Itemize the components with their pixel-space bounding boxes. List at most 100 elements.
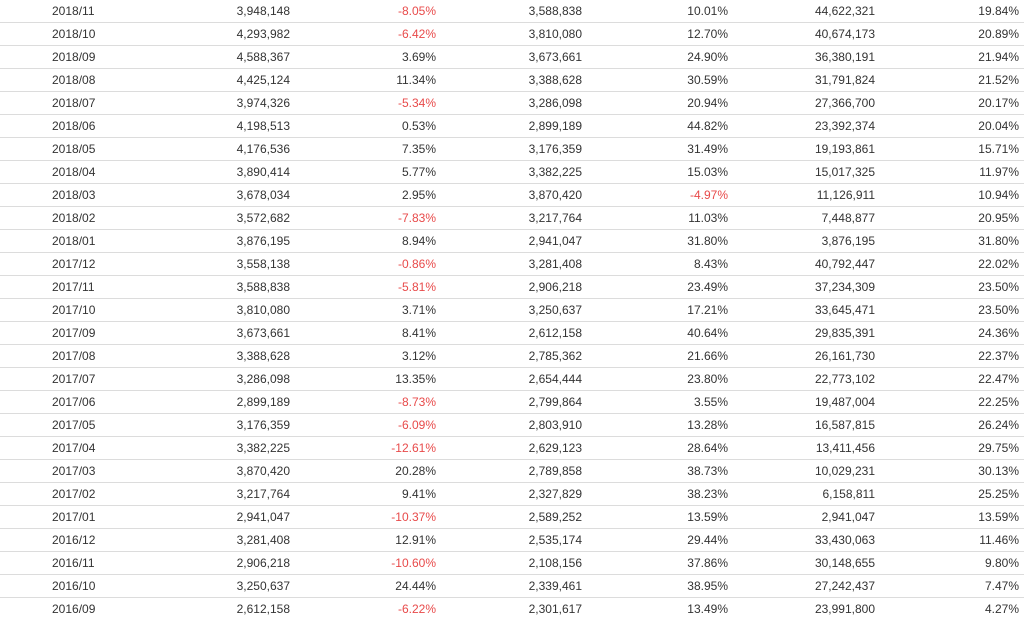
month-cell: 2017/11: [0, 275, 186, 299]
change-cell: 20.28%: [290, 459, 436, 483]
change-cell: -6.09%: [290, 413, 436, 437]
cumulative-yoy-cell: 20.04%: [875, 114, 1024, 138]
change-cell: -12.61%: [290, 436, 436, 460]
yoy-cell: 38.95%: [582, 574, 728, 598]
change-cell: 2.95%: [290, 183, 436, 207]
cumulative-yoy-cell: 9.80%: [875, 551, 1024, 575]
prev-year-cell: 3,250,637: [436, 298, 582, 322]
month-cell: 2018/01: [0, 229, 186, 253]
change-cell: -0.86%: [290, 252, 436, 276]
change-cell: 3.71%: [290, 298, 436, 322]
table-row: 2017/11 3,588,838 -5.81% 2,906,218 23.49% 37,…: [0, 275, 1024, 299]
value-cell: 3,281,408: [186, 528, 290, 552]
value-cell: 2,941,047: [186, 505, 290, 529]
change-cell: 12.91%: [290, 528, 436, 552]
table-row: 2018/09 4,588,367 3.69% 3,673,661 24.90% 36,3…: [0, 45, 1024, 69]
cumulative-yoy-cell: 22.47%: [875, 367, 1024, 391]
value-cell: 3,217,764: [186, 482, 290, 506]
yoy-cell: 23.49%: [582, 275, 728, 299]
change-cell: -10.60%: [290, 551, 436, 575]
yoy-cell: 17.21%: [582, 298, 728, 322]
change-cell: 9.41%: [290, 482, 436, 506]
prev-year-cell: 2,339,461: [436, 574, 582, 598]
month-cell: 2017/08: [0, 344, 186, 368]
prev-year-cell: 3,176,359: [436, 137, 582, 161]
cumulative-cell: 27,242,437: [728, 574, 875, 598]
cumulative-yoy-cell: 20.17%: [875, 91, 1024, 115]
cumulative-cell: 2,941,047: [728, 505, 875, 529]
change-cell: 7.35%: [290, 137, 436, 161]
cumulative-yoy-cell: 22.02%: [875, 252, 1024, 276]
yoy-cell: 28.64%: [582, 436, 728, 460]
month-cell: 2018/03: [0, 183, 186, 207]
cumulative-yoy-cell: 30.13%: [875, 459, 1024, 483]
change-cell: 3.69%: [290, 45, 436, 69]
yoy-cell: 30.59%: [582, 68, 728, 92]
cumulative-cell: 37,234,309: [728, 275, 875, 299]
prev-year-cell: 2,906,218: [436, 275, 582, 299]
yoy-cell: 13.28%: [582, 413, 728, 437]
prev-year-cell: 2,799,864: [436, 390, 582, 414]
yoy-cell: 15.03%: [582, 160, 728, 184]
month-cell: 2016/10: [0, 574, 186, 598]
yoy-cell: 8.43%: [582, 252, 728, 276]
table-row: 2016/11 2,906,218 -10.60% 2,108,156 37.86% 30…: [0, 551, 1024, 575]
prev-year-cell: 2,327,829: [436, 482, 582, 506]
value-cell: 3,572,682: [186, 206, 290, 230]
value-cell: 3,558,138: [186, 252, 290, 276]
cumulative-cell: 23,392,374: [728, 114, 875, 138]
change-cell: 5.77%: [290, 160, 436, 184]
cumulative-yoy-cell: 15.71%: [875, 137, 1024, 161]
cumulative-cell: 26,161,730: [728, 344, 875, 368]
value-cell: 3,388,628: [186, 344, 290, 368]
value-cell: 4,176,536: [186, 137, 290, 161]
cumulative-yoy-cell: 31.80%: [875, 229, 1024, 253]
cumulative-cell: 29,835,391: [728, 321, 875, 345]
month-cell: 2018/10: [0, 22, 186, 46]
table-row: 2018/05 4,176,536 7.35% 3,176,359 31.49% 19,1…: [0, 137, 1024, 161]
cumulative-yoy-cell: 13.59%: [875, 505, 1024, 529]
table-row: 2017/01 2,941,047 -10.37% 2,589,252 13.59% 2,…: [0, 505, 1024, 529]
prev-year-cell: 3,281,408: [436, 252, 582, 276]
cumulative-yoy-cell: 22.37%: [875, 344, 1024, 368]
table-row: 2018/06 4,198,513 0.53% 2,899,189 44.82% 23,3…: [0, 114, 1024, 138]
value-cell: 3,382,225: [186, 436, 290, 460]
prev-year-cell: 3,217,764: [436, 206, 582, 230]
yoy-cell: 44.82%: [582, 114, 728, 138]
value-cell: 2,906,218: [186, 551, 290, 575]
month-cell: 2018/06: [0, 114, 186, 138]
yoy-cell: 37.86%: [582, 551, 728, 575]
month-cell: 2018/04: [0, 160, 186, 184]
yoy-cell: 20.94%: [582, 91, 728, 115]
value-cell: 3,974,326: [186, 91, 290, 115]
month-cell: 2017/06: [0, 390, 186, 414]
yoy-cell: 13.59%: [582, 505, 728, 529]
value-cell: 4,425,124: [186, 68, 290, 92]
month-cell: 2017/10: [0, 298, 186, 322]
cumulative-yoy-cell: 21.94%: [875, 45, 1024, 69]
value-cell: 4,198,513: [186, 114, 290, 138]
yoy-cell: 21.66%: [582, 344, 728, 368]
cumulative-cell: 7,448,877: [728, 206, 875, 230]
prev-year-cell: 2,803,910: [436, 413, 582, 437]
prev-year-cell: 3,673,661: [436, 45, 582, 69]
prev-year-cell: 2,941,047: [436, 229, 582, 253]
month-cell: 2018/09: [0, 45, 186, 69]
change-cell: 0.53%: [290, 114, 436, 138]
cumulative-yoy-cell: 19.84%: [875, 0, 1024, 23]
cumulative-cell: 40,674,173: [728, 22, 875, 46]
yoy-cell: 10.01%: [582, 0, 728, 23]
prev-year-cell: 2,301,617: [436, 597, 582, 620]
change-cell: 11.34%: [290, 68, 436, 92]
value-cell: 3,890,414: [186, 160, 290, 184]
change-cell: -8.05%: [290, 0, 436, 23]
cumulative-yoy-cell: 23.50%: [875, 298, 1024, 322]
yoy-cell: 38.23%: [582, 482, 728, 506]
yoy-cell: 12.70%: [582, 22, 728, 46]
prev-year-cell: 2,535,174: [436, 528, 582, 552]
cumulative-yoy-cell: 23.50%: [875, 275, 1024, 299]
cumulative-cell: 11,126,911: [728, 183, 875, 207]
cumulative-cell: 31,791,824: [728, 68, 875, 92]
